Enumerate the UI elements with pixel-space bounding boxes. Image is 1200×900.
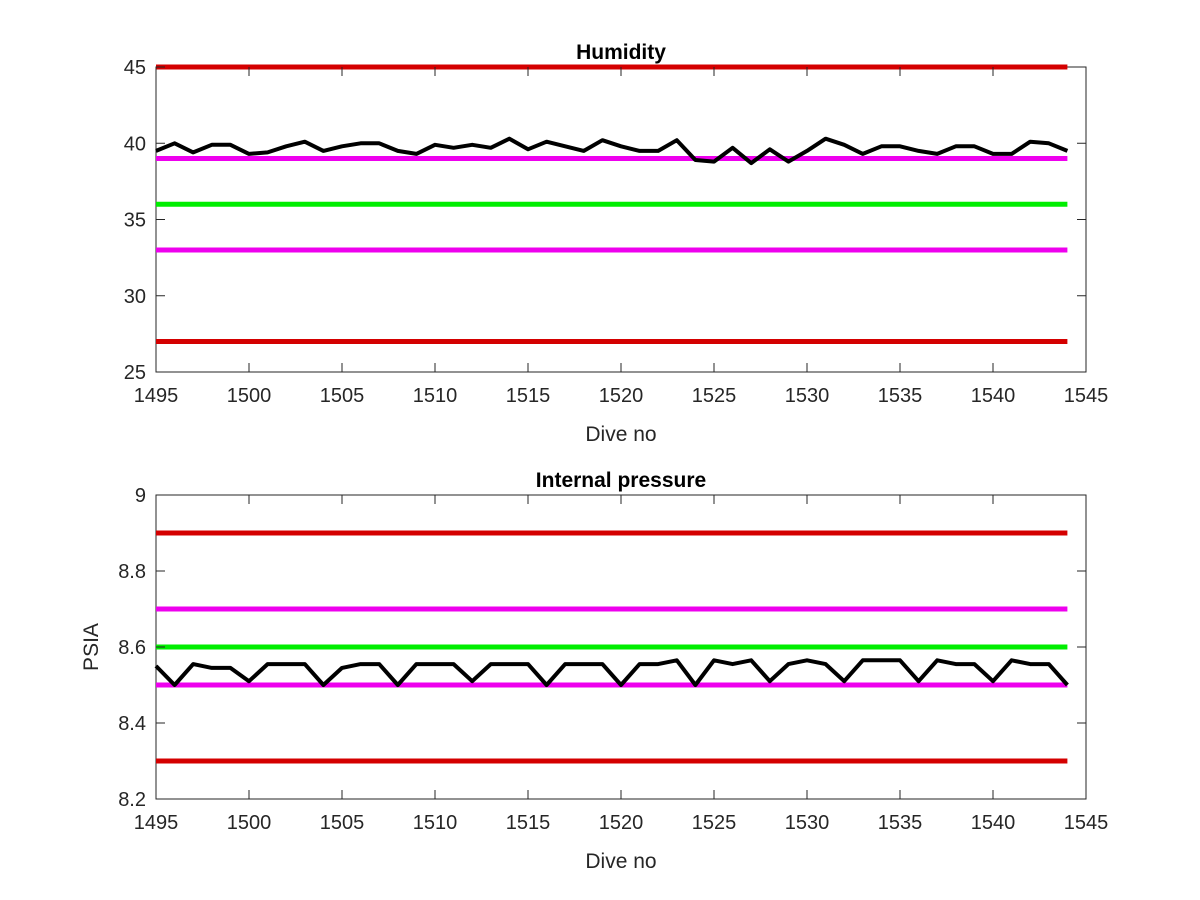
x-tick-label: 1525: [692, 812, 737, 834]
x-tick-label: 1500: [227, 385, 272, 407]
series-lines: [155, 136, 1069, 166]
x-tick-label: 1540: [971, 812, 1016, 834]
x-axis-ticks: 1495 1500 1505 1510 1515 1520 1525 1530 1535 1540…: [134, 67, 1109, 407]
x-tick-label: 1530: [785, 385, 830, 407]
x-tick-label: 1520: [599, 812, 644, 834]
x-tick-label: 1510: [413, 385, 458, 407]
x-tick-label: 1495: [134, 812, 179, 834]
x-axis-label: Dive no: [585, 423, 656, 446]
y-axis-ticks: 25 30 35 40 45: [124, 57, 1086, 384]
x-tick-label: 1535: [878, 385, 923, 407]
x-tick-label: 1515: [506, 812, 551, 834]
y-tick-label: 45: [124, 57, 146, 79]
series-line: [155, 136, 1069, 166]
x-tick-label: 1505: [320, 385, 365, 407]
x-tick-label: 1500: [227, 812, 272, 834]
series-line: [154, 658, 1069, 687]
y-tick-label: 25: [124, 362, 146, 384]
x-tick-label: 1505: [320, 812, 365, 834]
axes-box: [155, 66, 1087, 373]
y-tick-label: 8.8: [118, 561, 146, 583]
x-tick-label: 1525: [692, 385, 737, 407]
y-tick-label: 8.4: [118, 713, 146, 735]
reference-lines: [156, 64, 1068, 344]
series-lines: [154, 658, 1069, 687]
y-axis-ticks: 8.2 8.4 8.6 8.8 9: [118, 485, 1086, 811]
x-tick-label: 1535: [878, 812, 923, 834]
y-tick-label: 8.6: [118, 637, 146, 659]
y-tick-label: 40: [124, 133, 146, 155]
y-tick-label: 35: [124, 210, 146, 232]
x-axis-ticks: 1495 1500 1505 1510 1515 1520 1525 1530 1535 1540…: [134, 495, 1109, 834]
x-tick-label: 1530: [785, 812, 830, 834]
x-tick-label: 1520: [599, 385, 644, 407]
x-axis-label: Dive no: [585, 850, 656, 873]
x-tick-label: 1545: [1064, 385, 1109, 407]
x-tick-label: 1515: [506, 385, 551, 407]
chart-title: Humidity: [576, 41, 666, 64]
chart-title: Internal pressure: [536, 469, 706, 492]
y-tick-label: 30: [124, 286, 146, 308]
y-axis-label: PSIA: [80, 623, 103, 671]
humidity-chart: 1495 1500 1505 1510 1515 1520 1525 1530 1535 1540…: [124, 41, 1109, 446]
y-tick-label: 8.2: [118, 789, 146, 811]
x-tick-label: 1510: [413, 812, 458, 834]
x-tick-label: 1540: [971, 385, 1016, 407]
x-tick-label: 1495: [134, 385, 179, 407]
x-tick-label: 1545: [1064, 812, 1109, 834]
reference-lines: [156, 530, 1068, 764]
y-tick-label: 9: [135, 485, 146, 507]
internal-pressure-chart: 1495 1500 1505 1510 1515 1520 1525 1530 1535 1540…: [80, 469, 1108, 873]
